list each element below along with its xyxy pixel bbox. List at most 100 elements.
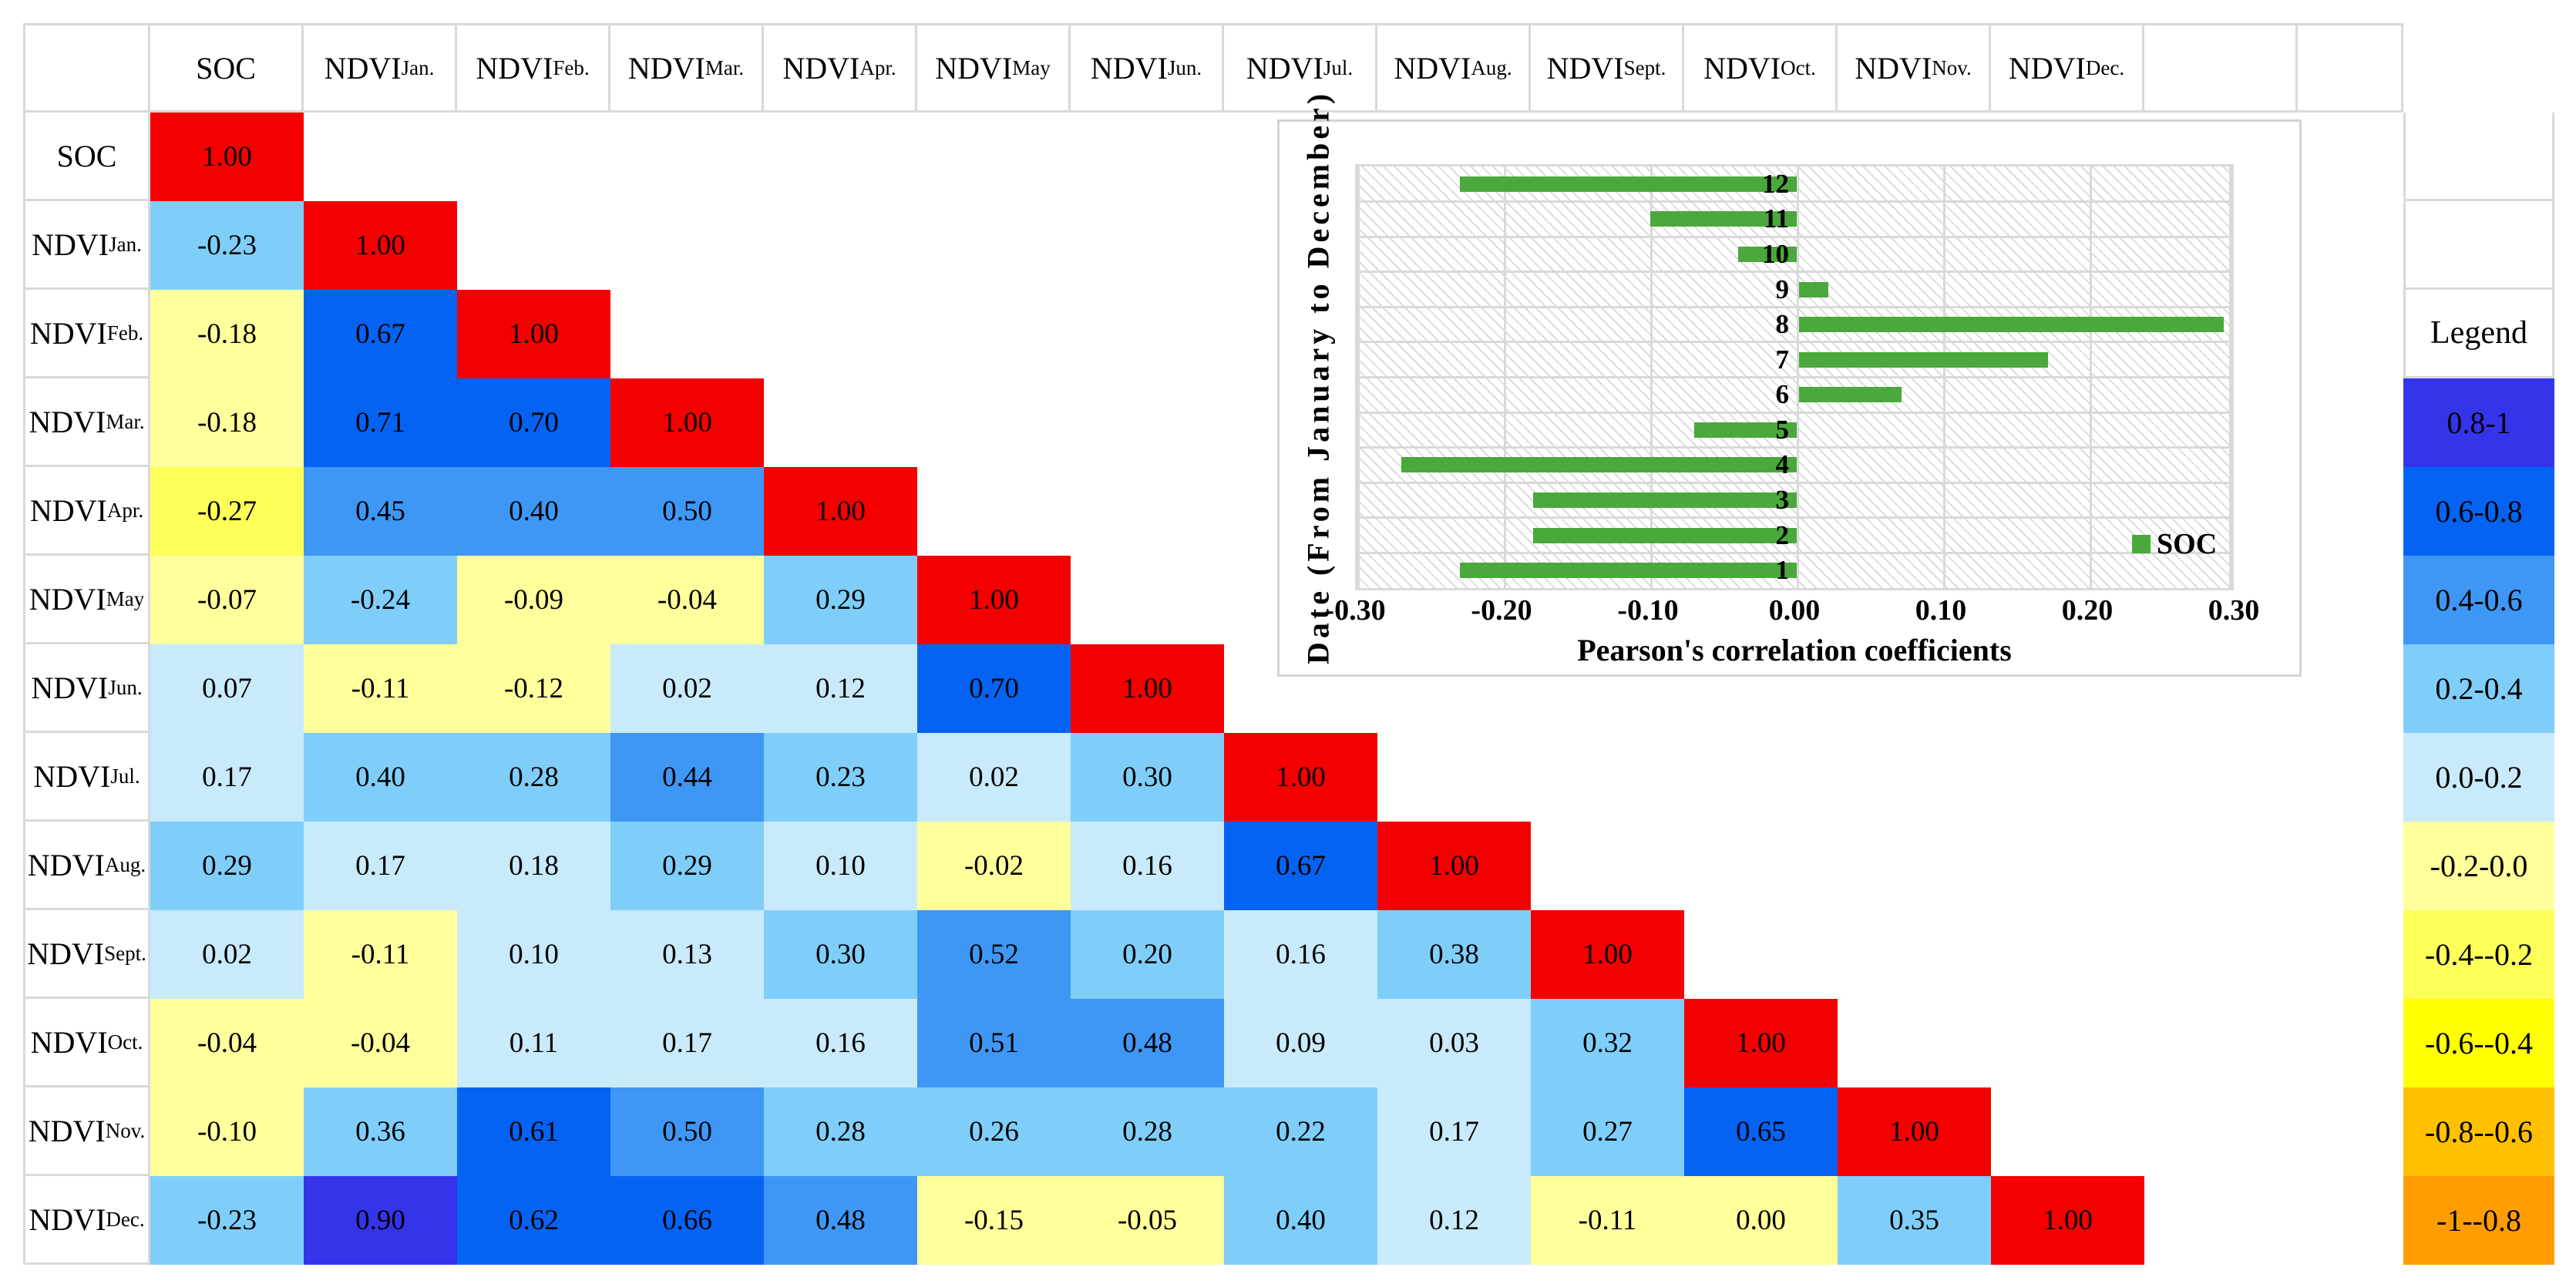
header-month-label: Sept. [104,941,146,965]
matrix-cell: 0.61 [457,1087,610,1176]
matrix-cell: 0.11 [457,999,610,1087]
legend-item: 0.2-0.4 [2403,644,2554,733]
matrix-cell: 0.17 [150,733,304,822]
matrix-cell: 0.29 [764,556,917,644]
matrix-cell: -0.10 [150,1087,304,1176]
header-label: NDVI [27,936,105,971]
matrix-cell: 0.23 [764,733,917,822]
chart-category-label: 12 [1762,168,1789,199]
chart-x-tick-label: 0.30 [2208,594,2260,627]
matrix-col-header: NDVI Feb. [457,23,610,113]
chart-y-axis-title: Date (From January to December) [1300,89,1336,665]
header-label: NDVI [31,670,109,705]
matrix-cell: 0.18 [457,822,610,910]
header-month-label: Feb. [106,321,144,345]
matrix-col-header: NDVI Jun. [1071,23,1224,113]
matrix-cell: 0.40 [457,467,610,556]
chart-plot-area: 1 2 3 4 5 6 7 8 9 10 11 12 SOC [1355,164,2234,590]
chart-x-tick-label: 0.20 [2061,594,2114,627]
chart-x-tick-label: -0.20 [1471,594,1532,627]
chart-bar [1799,351,2048,368]
header-label: NDVI [32,227,109,262]
matrix-cell: 0.17 [304,822,457,910]
matrix-cell: 1.00 [1377,822,1531,910]
chart-category-label: 4 [1775,449,1790,480]
matrix-col-header: NDVI Aug. [1377,23,1531,113]
matrix-cell: -0.18 [150,290,304,378]
chart-bar [1694,422,1797,438]
matrix-cell: 0.29 [610,822,764,910]
matrix-cell: 0.90 [304,1176,457,1265]
chart-x-tick-label: 0.00 [1768,594,1821,627]
chart-x-tick-label: -0.30 [1324,594,1386,627]
matrix-cell: 0.27 [1531,1087,1684,1176]
chart-horizontal-gridline [1357,341,2231,344]
chart-x-tick-label: -0.10 [1617,594,1679,627]
matrix-col-header: NDVI Dec. [1991,23,2144,113]
matrix-cell: 1.00 [610,378,764,467]
matrix-cell: 0.16 [1071,822,1224,910]
header-label: NDVI [935,50,1013,86]
matrix-cell: 1.00 [764,467,917,556]
matrix-cell: 1.00 [917,556,1071,644]
matrix-cell: 0.45 [304,467,457,556]
matrix-cell: 1.00 [1838,1087,1991,1176]
chart-category-label: 9 [1775,274,1790,304]
legend-item: 0.0-0.2 [2403,733,2554,822]
matrix-cell: 0.30 [1071,733,1224,822]
matrix-cell: 0.02 [610,644,764,733]
chart-category-label: 3 [1775,485,1790,516]
legend-item: 0.8-1 [2403,378,2554,467]
matrix-cell: -0.11 [304,644,457,733]
matrix-col-header: NDVI Sept. [1531,23,1684,113]
header-label: NDVI [28,1113,106,1148]
matrix-row-header: NDVI Mar. [23,378,150,467]
chart-category-label: 8 [1775,309,1790,340]
header-month-label: Dec. [2085,55,2125,79]
matrix-cell: -0.18 [150,378,304,467]
chart-category-label: 10 [1762,238,1789,269]
header-month-label: Nov. [1932,55,1972,79]
header-label: NDVI [1090,50,1168,86]
header-label: NDVI [1394,50,1471,86]
matrix-cell: 0.40 [1224,1176,1377,1265]
chart-x-axis-title: Pearson's correlation coefficients [1577,633,2012,667]
chart-x-tick-label: 0.10 [1915,594,1967,627]
header-month-label: Aug. [104,852,146,876]
matrix-cell: 1.00 [457,290,610,378]
matrix-cell: 1.00 [150,113,304,201]
matrix-col-header: SOC [150,23,304,113]
matrix-cell: 0.26 [917,1087,1071,1176]
soc-legend-swatch [2132,535,2151,553]
matrix-cell: 0.44 [610,733,764,822]
header-label: NDVI [29,1202,106,1237]
chart-bar [1799,387,1902,403]
chart-x-axis-ticks: -0.30 -0.20 -0.10 0.00 0.10 0.20 0.30 [1280,593,2304,632]
matrix-cell: 0.70 [917,644,1071,733]
matrix-cell: 0.10 [457,910,610,999]
chart-category-label: 2 [1775,519,1790,550]
header-label: NDVI [29,581,106,617]
matrix-cell: 0.48 [764,1176,917,1265]
matrix-cell: -0.15 [917,1176,1071,1265]
matrix-cell: 0.38 [1377,910,1531,999]
chart-category-label: 7 [1775,344,1790,375]
chart-horizontal-gridline [1357,235,2231,238]
header-month-label: Oct. [1781,55,1816,79]
matrix-cell: 0.67 [1224,822,1377,910]
header-month-label: Nov. [105,1118,146,1142]
matrix-cell: 1.00 [1531,910,1684,999]
matrix-col-header: NDVI Apr. [764,23,917,113]
header-label: NDVI [324,50,402,86]
matrix-cell: -0.11 [304,910,457,999]
matrix-cell: 0.16 [1224,910,1377,999]
matrix-corner-cell [23,23,150,113]
matrix-cell: 0.28 [1071,1087,1224,1176]
header-month-label: Jun. [1167,55,1202,79]
legend-empty-cell [2403,201,2554,290]
matrix-cell: 1.00 [1224,733,1377,822]
header-label: NDVI [33,758,111,794]
header-month-label: Jan. [401,55,435,79]
header-label: NDVI [29,492,107,528]
